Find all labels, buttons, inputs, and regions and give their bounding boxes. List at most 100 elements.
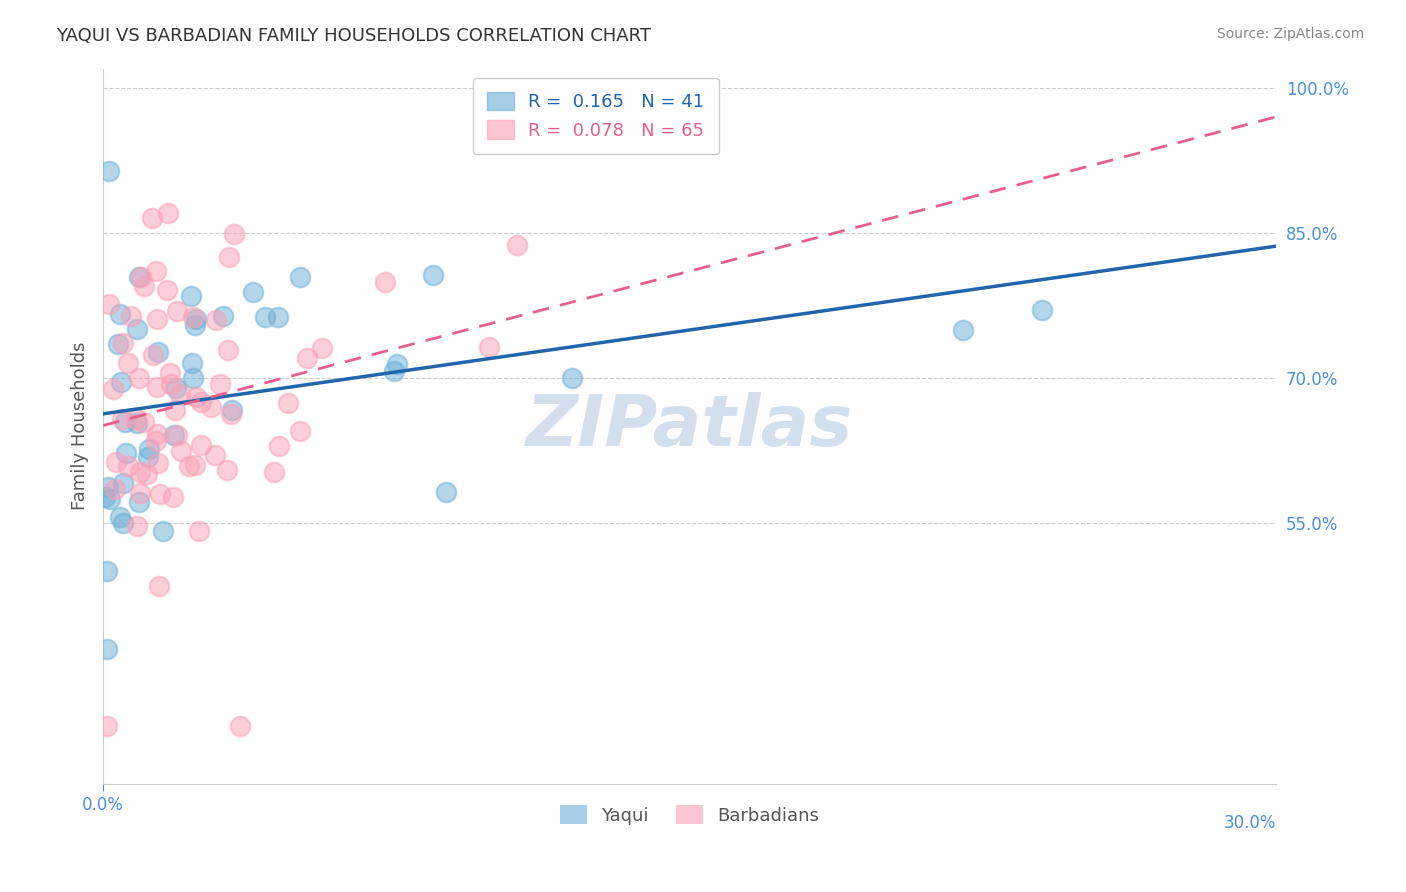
Point xyxy=(204,448,226,462)
Point xyxy=(98,296,121,310)
Point xyxy=(184,458,207,473)
Point xyxy=(125,412,148,426)
Legend: Yaqui, Barbadians: Yaqui, Barbadians xyxy=(553,798,827,832)
Point xyxy=(277,395,299,409)
Point xyxy=(156,283,179,297)
Point xyxy=(146,312,169,326)
Point xyxy=(134,415,156,429)
Point xyxy=(184,390,207,404)
Point xyxy=(222,227,245,241)
Point xyxy=(117,459,139,474)
Point xyxy=(107,336,129,351)
Point xyxy=(179,458,201,473)
Point xyxy=(181,356,204,370)
Point xyxy=(166,428,188,442)
Point xyxy=(111,476,134,491)
Point xyxy=(263,465,285,479)
Point xyxy=(382,364,405,378)
Point xyxy=(128,269,150,284)
Point xyxy=(159,366,181,380)
Text: Source: ZipAtlas.com: Source: ZipAtlas.com xyxy=(1216,27,1364,41)
Point xyxy=(267,310,290,324)
Y-axis label: Family Households: Family Households xyxy=(72,342,89,510)
Text: YAQUI VS BARBADIAN FAMILY HOUSEHOLDS CORRELATION CHART: YAQUI VS BARBADIAN FAMILY HOUSEHOLDS COR… xyxy=(56,27,651,45)
Point xyxy=(267,438,290,452)
Point xyxy=(374,275,396,289)
Point xyxy=(101,382,124,396)
Point xyxy=(422,268,444,282)
Point xyxy=(96,641,118,656)
Point xyxy=(561,371,583,385)
Point xyxy=(129,486,152,500)
Point xyxy=(288,424,311,438)
Point xyxy=(183,318,205,332)
Point xyxy=(190,395,212,409)
Point xyxy=(506,237,529,252)
Point xyxy=(221,403,243,417)
Point xyxy=(104,455,127,469)
Point xyxy=(219,407,242,421)
Point xyxy=(478,340,501,354)
Point xyxy=(111,336,134,351)
Point xyxy=(434,485,457,500)
Point xyxy=(115,446,138,460)
Point xyxy=(253,310,276,324)
Point xyxy=(134,278,156,293)
Point xyxy=(217,343,239,357)
Point xyxy=(229,719,252,733)
Point xyxy=(166,304,188,318)
Point xyxy=(96,719,118,733)
Point xyxy=(295,351,318,366)
Point xyxy=(125,322,148,336)
Point xyxy=(212,309,235,323)
Point xyxy=(138,442,160,457)
Point xyxy=(184,312,207,326)
Point xyxy=(146,427,169,442)
Point xyxy=(180,288,202,302)
Point xyxy=(136,467,159,481)
Point xyxy=(111,516,134,530)
Point xyxy=(145,434,167,448)
Point xyxy=(163,403,186,417)
Point xyxy=(242,285,264,300)
Point xyxy=(288,270,311,285)
Point xyxy=(165,381,187,395)
Point xyxy=(145,263,167,277)
Point xyxy=(190,438,212,452)
Point xyxy=(217,463,239,477)
Point xyxy=(98,491,121,506)
Point xyxy=(163,427,186,442)
Point xyxy=(152,524,174,538)
Point xyxy=(127,519,149,533)
Point xyxy=(169,387,191,401)
Point xyxy=(110,376,132,390)
Point xyxy=(200,401,222,415)
Text: 30.0%: 30.0% xyxy=(1223,814,1277,832)
Point xyxy=(114,416,136,430)
Point xyxy=(156,206,179,220)
Point xyxy=(108,509,131,524)
Point xyxy=(387,358,409,372)
Point xyxy=(129,269,152,284)
Point xyxy=(108,307,131,321)
Point xyxy=(208,377,231,392)
Point xyxy=(146,380,169,394)
Point xyxy=(160,377,183,392)
Point xyxy=(111,412,134,426)
Point xyxy=(128,465,150,479)
Point xyxy=(1031,303,1053,318)
Point xyxy=(162,490,184,504)
Point xyxy=(125,416,148,430)
Point xyxy=(136,450,159,464)
Point xyxy=(128,495,150,509)
Point xyxy=(952,322,974,336)
Point xyxy=(97,480,120,494)
Point xyxy=(128,370,150,384)
Point xyxy=(148,579,170,593)
Point xyxy=(104,482,127,496)
Point xyxy=(120,309,142,323)
Point xyxy=(181,370,204,384)
Point xyxy=(96,564,118,578)
Point xyxy=(142,349,165,363)
Point xyxy=(218,250,240,264)
